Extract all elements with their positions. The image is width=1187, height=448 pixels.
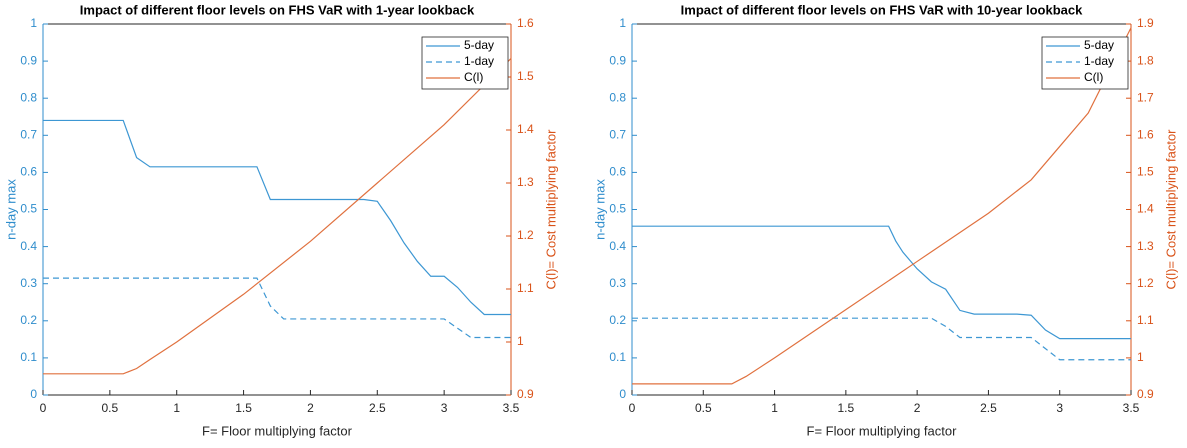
y2-tick-label: 1.6 [1137, 127, 1154, 141]
y2-tick-label: 1 [1137, 350, 1144, 364]
data-line [43, 58, 512, 375]
x-tick-label: 2.5 [369, 401, 386, 415]
legend-label: C(l) [464, 70, 483, 84]
y2-tick-label: 1.3 [517, 175, 534, 189]
y2-tick-label: 1.2 [517, 228, 534, 242]
x-tick-label: 0 [40, 401, 47, 415]
y-tick-label: 0.8 [20, 90, 37, 104]
data-line [43, 119, 511, 316]
data-line [632, 317, 1131, 361]
x-tick-label: 3 [441, 401, 448, 415]
y2-tick-label: 1.5 [1137, 165, 1154, 179]
y-tick-label: 0.5 [20, 202, 37, 216]
y-tick-label: 0.5 [609, 202, 626, 216]
y2-tick-label: 1.4 [517, 122, 534, 136]
x-tick-label: 0 [629, 401, 636, 415]
y2-tick-label: 1.5 [517, 69, 534, 83]
x-tick-label: 0.5 [102, 401, 119, 415]
y-tick-label: 1 [30, 16, 37, 30]
y2-tick-label: 1.9 [1137, 16, 1154, 30]
x-tick-label: 3.5 [1123, 401, 1140, 415]
y-axis-label: n-day max [592, 179, 607, 240]
y-tick-label: 0.6 [20, 165, 37, 179]
y2-tick-label: 1.4 [1137, 202, 1154, 216]
data-line [43, 277, 511, 339]
y2-tick-label: 0.9 [517, 387, 534, 401]
y-tick-label: 0.2 [609, 313, 626, 327]
legend-label: 1-day [1084, 54, 1114, 68]
chart-title: Impact of different floor levels on FHS … [80, 2, 475, 17]
y-tick-label: 0.9 [20, 53, 37, 67]
x-tick-label: 2.5 [980, 401, 997, 415]
y2-axis-label: C(l)= Cost multiplying factor [543, 129, 558, 290]
y2-tick-label: 1.3 [1137, 239, 1154, 253]
y-tick-label: 0.2 [20, 313, 37, 327]
y-tick-label: 0.4 [609, 239, 626, 253]
y2-tick-label: 1.2 [1137, 276, 1154, 290]
y2-tick-label: 0.9 [1137, 387, 1154, 401]
y-axis-label: n-day max [3, 179, 18, 240]
x-tick-label: 2 [307, 401, 314, 415]
x-tick-label: 3.5 [503, 401, 520, 415]
y-tick-label: 0.1 [20, 350, 37, 364]
x-tick-label: 0.5 [695, 401, 712, 415]
legend-label: 5-day [1084, 38, 1114, 52]
y-tick-label: 0.7 [20, 127, 37, 141]
y2-tick-label: 1.1 [1137, 313, 1154, 327]
y-tick-label: 0.7 [609, 127, 626, 141]
data-line [632, 27, 1132, 385]
y-tick-label: 1 [619, 16, 626, 30]
x-tick-label: 2 [914, 401, 921, 415]
y2-tick-label: 1 [517, 334, 524, 348]
y-tick-label: 0.4 [20, 239, 37, 253]
legend-label: 1-day [464, 54, 494, 68]
x-tick-label: 1.5 [235, 401, 252, 415]
chart: Impact of different floor levels on FHS … [3, 2, 558, 438]
y2-tick-label: 1.8 [1137, 53, 1154, 67]
y2-tick-label: 1.6 [517, 16, 534, 30]
chart: Impact of different floor levels on FHS … [592, 2, 1178, 438]
y-tick-label: 0 [30, 387, 37, 401]
data-line [632, 225, 1131, 340]
y2-tick-label: 1.1 [517, 281, 534, 295]
legend-label: C(l) [1084, 70, 1103, 84]
y-tick-label: 0.3 [609, 276, 626, 290]
chart-title: Impact of different floor levels on FHS … [681, 2, 1083, 17]
y-tick-label: 0.3 [20, 276, 37, 290]
x-axis-label: F= Floor multiplying factor [202, 423, 353, 438]
x-tick-label: 1 [173, 401, 180, 415]
y-tick-label: 0.8 [609, 90, 626, 104]
y2-axis-label: C(l)= Cost multiplying factor [1163, 129, 1178, 290]
x-tick-label: 3 [1056, 401, 1063, 415]
x-axis-label: F= Floor multiplying factor [807, 423, 958, 438]
legend-label: 5-day [464, 38, 494, 52]
x-tick-label: 1 [771, 401, 778, 415]
y-tick-label: 0.6 [609, 165, 626, 179]
y-tick-label: 0.1 [609, 350, 626, 364]
y-tick-label: 0 [619, 387, 626, 401]
y-tick-label: 0.9 [609, 53, 626, 67]
x-tick-label: 1.5 [838, 401, 855, 415]
y2-tick-label: 1.7 [1137, 90, 1154, 104]
